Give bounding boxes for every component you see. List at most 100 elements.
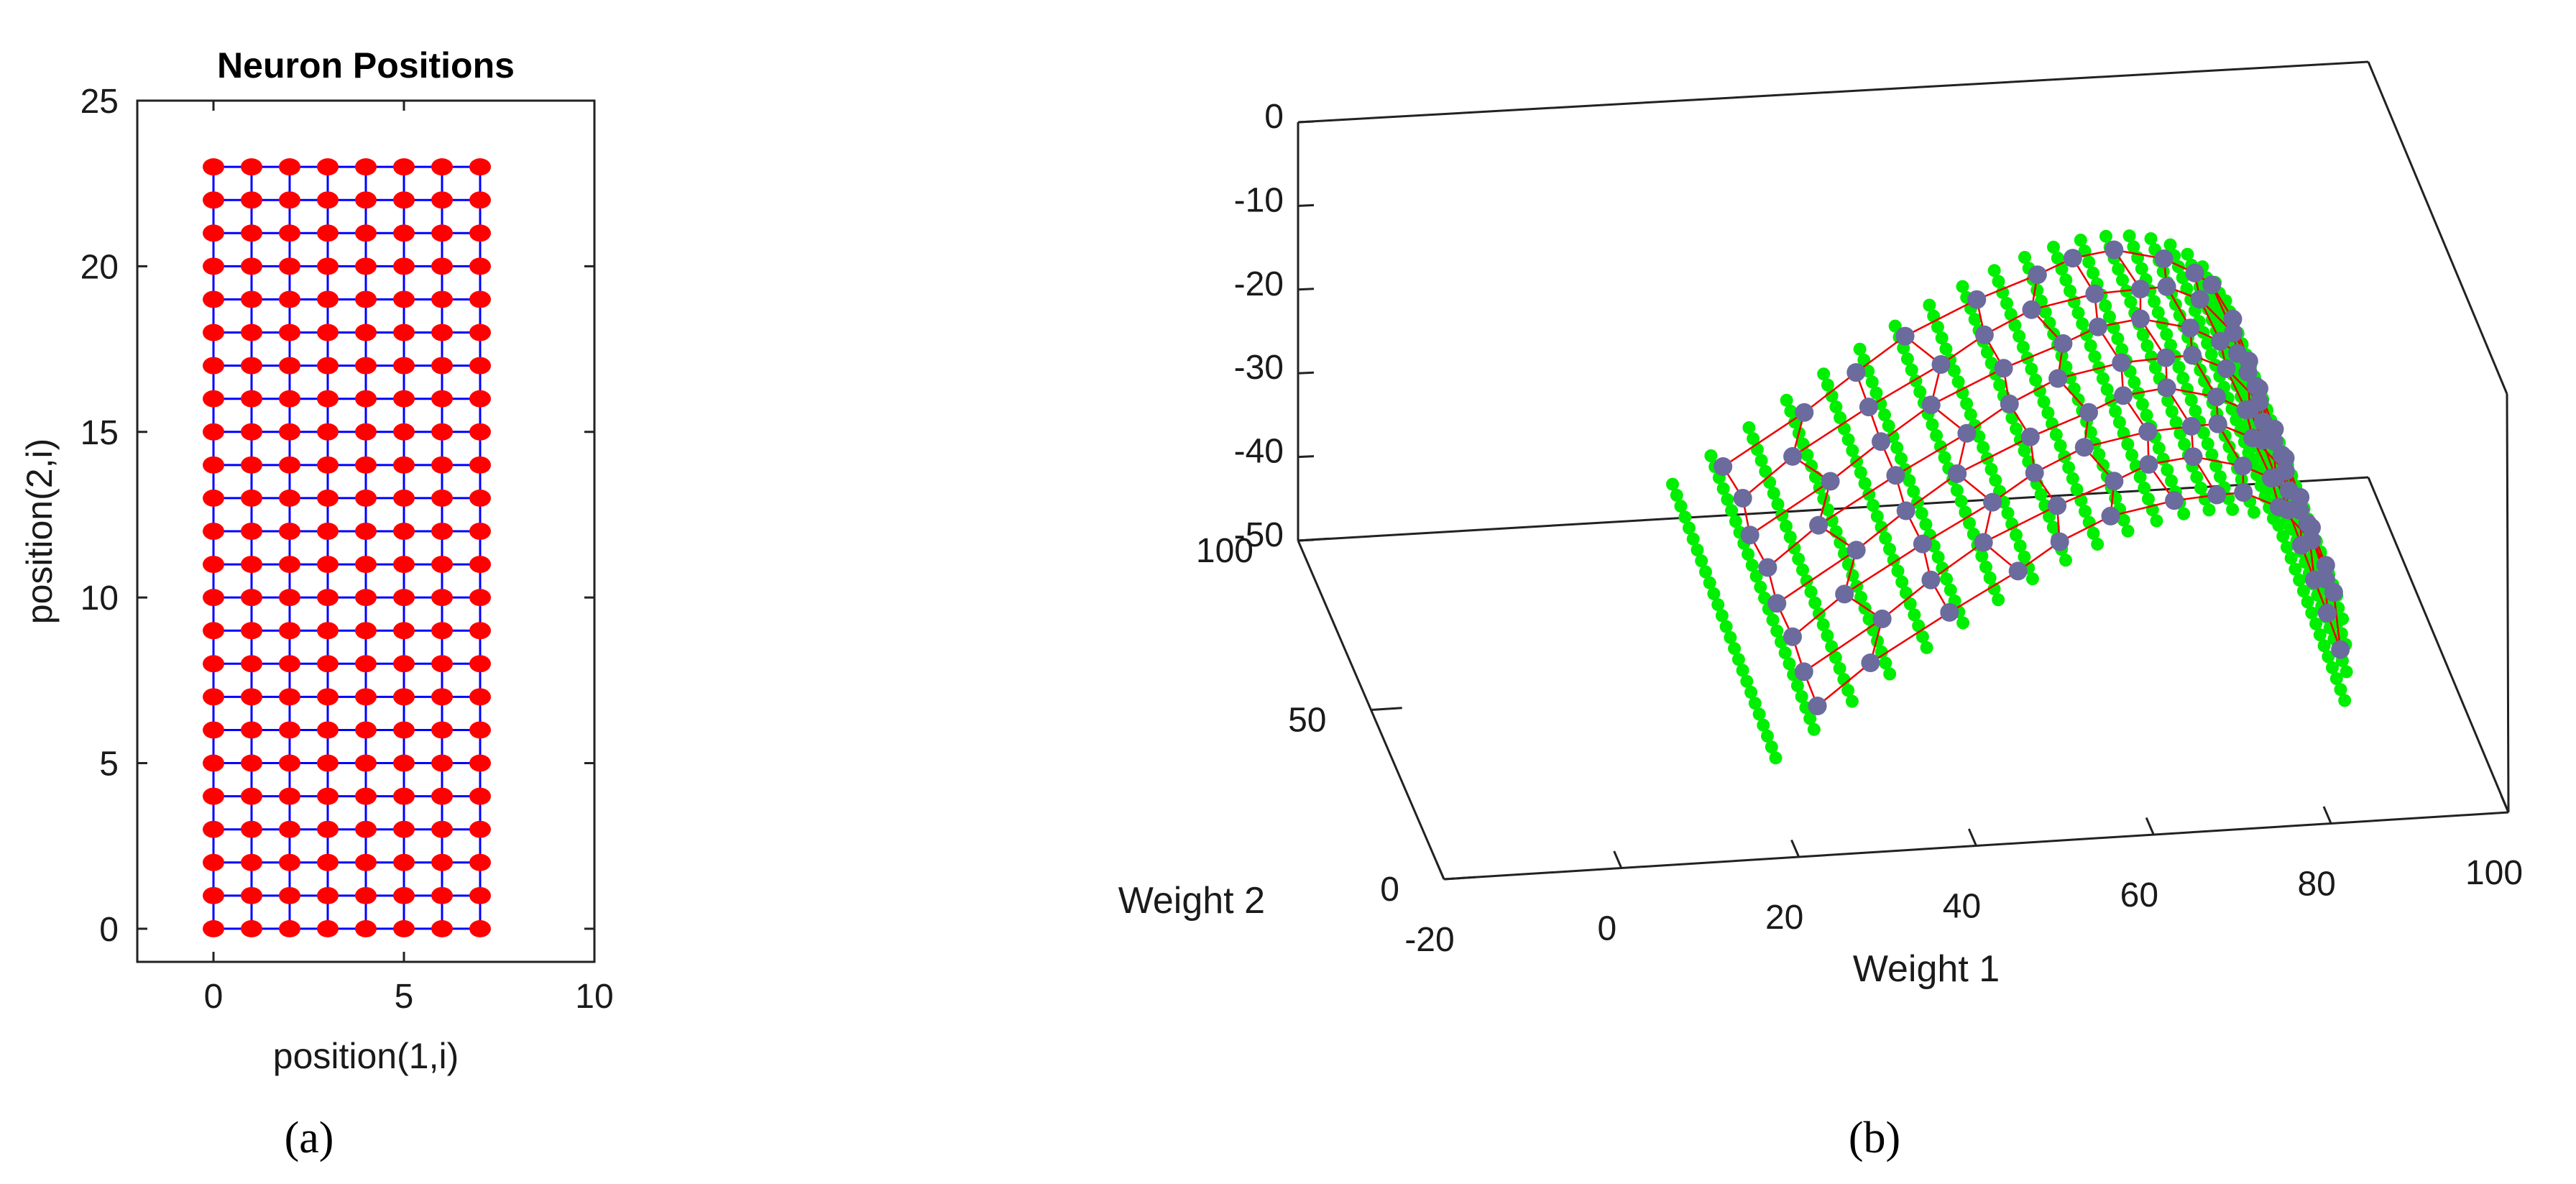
neuron-point xyxy=(469,158,491,176)
z-tick-label: -20 xyxy=(1234,265,1284,303)
neuron-point xyxy=(469,224,491,242)
neuron-point xyxy=(317,655,339,673)
y-axis-label-b: Weight 2 xyxy=(1118,880,1265,922)
neuron-point xyxy=(2085,284,2104,303)
neuron-point xyxy=(241,754,262,772)
neuron-point xyxy=(355,556,377,574)
data-point xyxy=(1992,593,2005,607)
neuron-point xyxy=(2020,427,2040,446)
neuron-point xyxy=(279,787,300,805)
y-ticks-a: 0 5 10 15 20 25 xyxy=(80,83,594,949)
data-point xyxy=(2194,482,2207,495)
data-point xyxy=(2097,459,2110,472)
data-point xyxy=(2340,665,2353,679)
data-point xyxy=(2109,405,2122,418)
data-point xyxy=(2092,448,2106,462)
data-point xyxy=(2140,339,2154,352)
data-point xyxy=(1919,518,1933,531)
data-point xyxy=(1721,492,1734,506)
neuron-point xyxy=(1733,489,1752,508)
data-point xyxy=(1920,641,1933,654)
data-point xyxy=(2004,308,2018,321)
z-tick-label: -10 xyxy=(1234,181,1284,219)
neuron-link xyxy=(2031,293,2095,311)
neuron-link xyxy=(1818,474,1897,526)
data-point xyxy=(1900,352,1914,366)
neuron-point xyxy=(2101,506,2120,526)
neuron-point xyxy=(2114,386,2133,405)
data-point xyxy=(1808,596,1822,610)
neuron-point xyxy=(355,688,377,706)
data-point xyxy=(1695,554,1708,568)
data-point xyxy=(1724,630,1737,644)
neuron-point xyxy=(2089,317,2107,336)
data-point xyxy=(2070,482,2084,496)
data-point xyxy=(1828,651,1842,664)
data-point xyxy=(2062,461,2076,474)
data-point xyxy=(2084,426,2097,439)
y-tick-label: 50 xyxy=(1288,702,1326,740)
data-point xyxy=(2079,505,2092,518)
data-point xyxy=(1912,619,1926,633)
neuron-point xyxy=(355,721,377,739)
neuron-point xyxy=(2104,472,2124,491)
neuron-point xyxy=(469,820,491,838)
neuron-point xyxy=(355,919,377,937)
data-point xyxy=(2165,474,2178,487)
data-point xyxy=(2226,502,2240,516)
neuron-link xyxy=(1776,549,1857,605)
neuron-point xyxy=(2223,309,2242,329)
neuron-point xyxy=(2317,603,2337,623)
y-tick-label: 10 xyxy=(80,579,119,618)
data-point xyxy=(1740,674,1754,688)
data-point xyxy=(1821,503,1835,517)
data-point xyxy=(2248,505,2260,519)
x-tick-label: 60 xyxy=(2120,876,2158,914)
neuron-link xyxy=(1983,505,2058,543)
neuron-point xyxy=(2278,500,2298,520)
y-axis-label-a: position(2,i) xyxy=(19,439,60,624)
neuron-point xyxy=(1983,492,2002,512)
data-point xyxy=(2305,606,2319,620)
neuron-point xyxy=(431,290,453,308)
neuron-point xyxy=(393,556,415,574)
data-point xyxy=(1926,418,1939,431)
data-point xyxy=(2165,405,2179,418)
neuron-link xyxy=(1881,579,1932,620)
neuron-point xyxy=(2233,456,2253,476)
neuron-point xyxy=(355,754,377,772)
x-tick-label: 80 xyxy=(2297,866,2335,904)
neuron-point xyxy=(241,489,262,507)
neuron-point xyxy=(469,688,491,706)
data-point xyxy=(1940,572,1954,586)
z-ticks-b: 0 -10 -20 -30 -40 -50 xyxy=(1234,98,1315,554)
data-point xyxy=(1938,451,1951,464)
data-point xyxy=(1853,342,1867,356)
data-point xyxy=(1882,419,1895,433)
neuron-point xyxy=(2022,300,2041,319)
data-point xyxy=(1841,684,1855,697)
data-point xyxy=(1803,712,1817,725)
neuron-point xyxy=(469,886,491,904)
data-point xyxy=(2121,524,2135,538)
z-tick-mark xyxy=(1297,538,1315,542)
z-tick-mark xyxy=(1297,203,1315,207)
neuron-point xyxy=(241,523,262,540)
neuron-point xyxy=(469,456,491,474)
x-tick-mark xyxy=(1790,839,1800,858)
neuron-point xyxy=(279,257,300,275)
neuron-point xyxy=(279,820,300,838)
data-point xyxy=(1913,385,1927,398)
data-point xyxy=(2049,428,2063,441)
neuron-point xyxy=(2053,334,2073,353)
neuron-point xyxy=(393,423,415,441)
neuron-point xyxy=(2050,532,2069,551)
data-point xyxy=(2018,550,2031,564)
data-point xyxy=(1666,477,1679,491)
neuron-point xyxy=(317,489,339,507)
neuron-point xyxy=(203,257,224,275)
caption-a: (a) xyxy=(285,1114,334,1162)
data-point xyxy=(2169,416,2183,429)
data-point xyxy=(2161,463,2174,477)
neuron-point xyxy=(393,820,415,838)
